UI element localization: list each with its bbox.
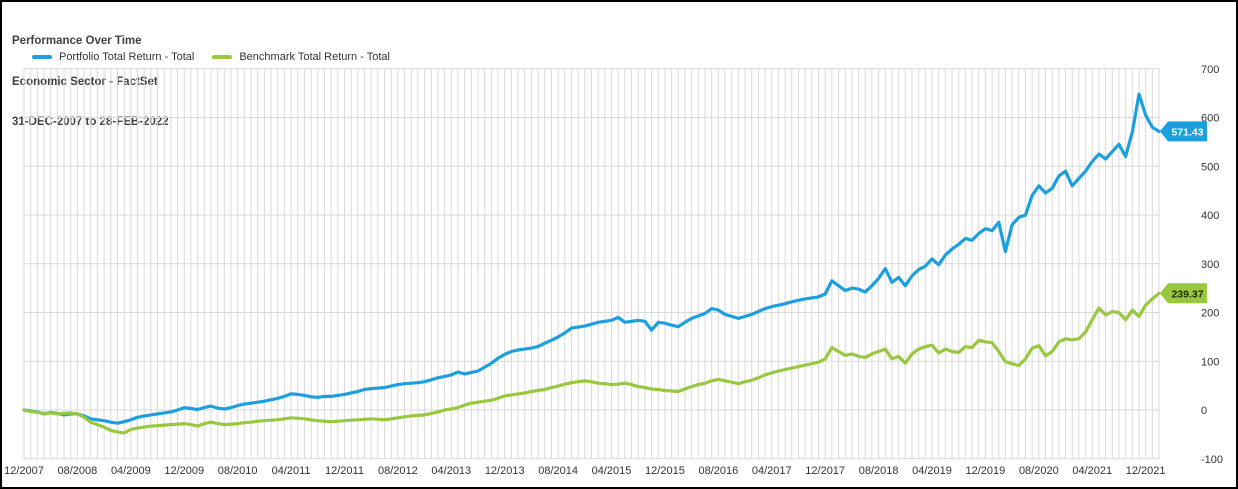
benchmark-end-value: 239.37 [1171, 288, 1203, 300]
legend-label-benchmark: Benchmark Total Return - Total [239, 51, 390, 63]
x-axis-tick-label: 12/2007 [4, 465, 44, 477]
y-axis-tick-label: 100 [1201, 356, 1219, 368]
y-axis-tick-label: 200 [1201, 308, 1219, 320]
x-axis-tick-label: 04/2019 [912, 465, 952, 477]
chart-legend: Portfolio Total Return - Total Benchmark… [32, 51, 408, 63]
x-axis-tick-label: 08/2010 [218, 465, 258, 477]
x-axis-tick-label: 04/2009 [111, 465, 151, 477]
legend-item-benchmark: Benchmark Total Return - Total [212, 51, 390, 63]
x-axis-tick-label: 12/2013 [485, 465, 525, 477]
x-axis-tick-label: 08/2012 [378, 465, 418, 477]
x-axis-tick-label: 08/2008 [58, 465, 98, 477]
benchmark-line [22, 291, 1161, 435]
legend-item-portfolio: Portfolio Total Return - Total [32, 51, 194, 63]
portfolio-end-flag [1160, 121, 1207, 142]
x-axis-tick-label: 08/2020 [1019, 465, 1059, 477]
x-axis-tick-label: 12/2019 [966, 465, 1006, 477]
x-axis-tick-label: 12/2015 [645, 465, 685, 477]
benchmark-line-swatch [212, 55, 233, 59]
x-axis-tick-label: 08/2014 [538, 465, 578, 477]
legend-label-portfolio: Portfolio Total Return - Total [59, 51, 195, 63]
x-axis-tick-label: 12/2009 [164, 465, 204, 477]
y-axis-tick-label: -100 [1201, 454, 1223, 466]
x-axis-tick-label: 04/2015 [592, 465, 632, 477]
x-axis-tick-label: 04/2021 [1072, 465, 1112, 477]
y-axis-tick-label: 400 [1201, 210, 1219, 222]
x-axis-tick-label: 04/2013 [431, 465, 471, 477]
x-axis-tick-label: 08/2018 [859, 465, 899, 477]
benchmark-end-flag [1160, 283, 1207, 304]
y-axis-tick-label: 300 [1201, 259, 1219, 271]
x-axis-tick-label: 08/2016 [698, 465, 738, 477]
y-axis-tick-label: 500 [1201, 161, 1219, 173]
x-axis-tick-label: 12/2011 [325, 465, 364, 477]
x-axis-tick-label: 04/2017 [752, 465, 792, 477]
x-axis-tick-label: 12/2017 [805, 465, 845, 477]
y-axis-tick-label: 700 [1201, 64, 1219, 76]
portfolio-line-swatch [32, 55, 52, 59]
y-axis-tick-label: 0 [1201, 405, 1207, 417]
chart-title: Performance Over Time [12, 35, 142, 47]
portfolio-line [22, 92, 1161, 425]
x-axis-tick-label: 12/2021 [1126, 465, 1166, 477]
portfolio-end-value: 571.43 [1171, 126, 1203, 138]
x-axis-tick-label: 04/2011 [272, 465, 311, 477]
